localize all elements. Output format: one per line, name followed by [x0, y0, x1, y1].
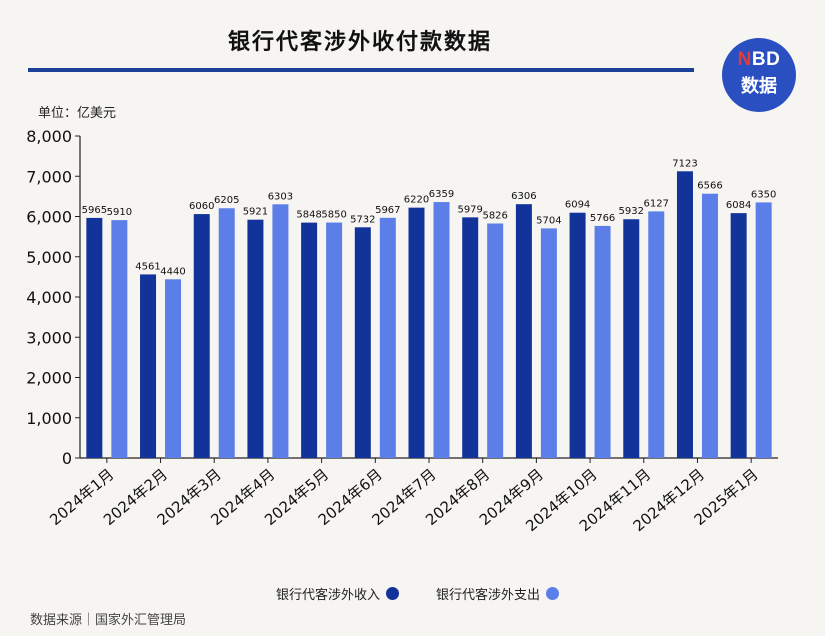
data-source: 数据来源｜国家外汇管理局 — [30, 613, 187, 628]
legend-income-label: 银行代客涉外收入 — [276, 588, 381, 603]
bar-income — [408, 207, 425, 458]
data-label-income: 4561 — [135, 261, 160, 272]
legend-expense-swatch — [546, 587, 560, 600]
data-label-income: 6084 — [726, 200, 751, 211]
y-tick-label: 0 — [62, 449, 72, 468]
bar-expense — [648, 211, 665, 458]
bar-expense — [540, 228, 557, 458]
data-label-expense: 5967 — [375, 205, 400, 216]
legend-expense-label: 银行代客涉外支出 — [436, 588, 541, 603]
data-label-income: 5921 — [243, 207, 268, 218]
bar-income — [515, 204, 532, 458]
data-label-income: 7123 — [672, 158, 697, 169]
logo-text-bottom: 数据 — [741, 76, 777, 97]
data-label-expense: 6566 — [697, 181, 722, 192]
bar-income — [676, 171, 693, 458]
data-label-expense: 4440 — [160, 266, 185, 277]
unit-label: 单位：亿美元 — [38, 106, 117, 121]
data-label-expense: 5910 — [107, 207, 132, 218]
data-label-income: 6220 — [404, 195, 429, 206]
bar-expense — [487, 223, 504, 458]
bar-expense — [379, 217, 396, 458]
bar-chart: 0 1,000 2,000 3,000 4,000 5,000 6,000 7,000 8,00… — [26, 127, 778, 535]
y-tick-label: 2,000 — [26, 369, 72, 388]
bar-expense — [594, 225, 611, 458]
bar-expense — [165, 279, 182, 458]
bar-income — [462, 217, 479, 458]
logo-text-top: NBD — [737, 49, 781, 70]
title-underline — [28, 68, 694, 72]
data-label-income: 5848 — [296, 210, 321, 221]
bar-expense — [701, 193, 718, 458]
data-label-income: 6094 — [565, 200, 590, 211]
y-tick-label: 6,000 — [26, 208, 72, 227]
bar-income — [86, 217, 103, 458]
y-tick-label: 4,000 — [26, 288, 72, 307]
data-label-expense: 5826 — [482, 211, 507, 222]
data-label-expense: 5766 — [590, 213, 615, 224]
y-tick-label: 3,000 — [26, 328, 72, 347]
bar-expense — [272, 204, 289, 458]
legend-income-swatch — [386, 587, 400, 600]
data-label-income: 5965 — [82, 205, 107, 216]
bar-expense — [218, 208, 235, 458]
bar-income — [301, 222, 318, 458]
data-label-income: 5732 — [350, 214, 375, 225]
data-label-expense: 6359 — [429, 189, 454, 200]
bar-income — [730, 213, 747, 458]
legend-expense: 银行代客涉外支出 — [436, 584, 560, 603]
data-label-income: 6060 — [189, 201, 214, 212]
bar-income — [140, 274, 157, 458]
data-label-expense: 5850 — [321, 210, 346, 221]
data-label-income: 5979 — [457, 204, 482, 215]
y-tick-label: 1,000 — [26, 409, 72, 428]
chart-title: 银行代客涉外收付款数据 — [227, 30, 492, 55]
bar-expense — [111, 220, 128, 458]
bar-income — [623, 219, 640, 458]
data-label-expense: 6205 — [214, 195, 239, 206]
data-label-expense: 6350 — [751, 189, 776, 200]
bar-income — [247, 219, 264, 458]
nbd-logo: NBD 数据 — [722, 38, 796, 112]
data-label-expense: 5704 — [536, 215, 561, 226]
bar-income — [569, 212, 586, 458]
legend-income: 银行代客涉外收入 — [276, 584, 400, 603]
bar-expense — [326, 222, 343, 458]
bar-expense — [755, 202, 772, 458]
y-tick-label: 5,000 — [26, 248, 72, 267]
bar-expense — [433, 202, 450, 458]
y-tick-label: 8,000 — [26, 127, 72, 146]
data-label-income: 5932 — [619, 206, 644, 217]
bar-income — [193, 214, 210, 458]
bar-income — [354, 227, 371, 458]
y-tick-label: 7,000 — [26, 167, 72, 186]
data-label-expense: 6127 — [644, 198, 669, 209]
data-label-expense: 6303 — [268, 191, 293, 202]
data-label-income: 6306 — [511, 191, 536, 202]
